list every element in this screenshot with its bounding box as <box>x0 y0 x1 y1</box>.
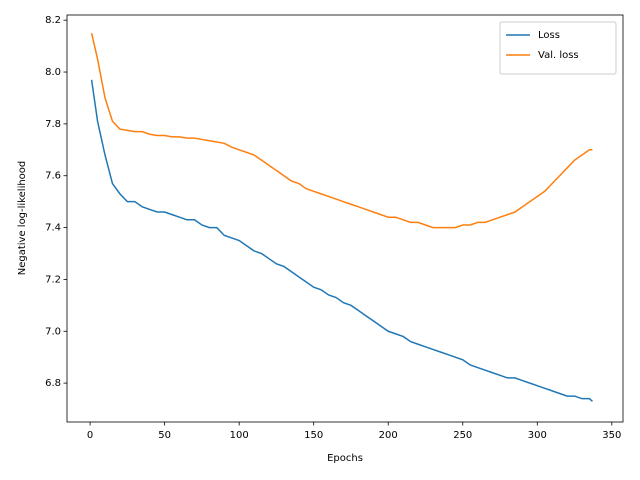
x-tick-label: 100 <box>230 430 249 441</box>
x-tick-label: 300 <box>528 430 547 441</box>
x-axis-label: Epochs <box>327 453 363 464</box>
y-tick-label: 8.0 <box>45 67 61 78</box>
x-tick-label: 250 <box>453 430 472 441</box>
legend-label: Val. loss <box>538 50 579 61</box>
x-tick-label: 350 <box>602 430 621 441</box>
axes-frame <box>66 14 624 423</box>
x-tick-label: 0 <box>87 430 93 441</box>
y-tick-label: 7.4 <box>45 223 61 234</box>
y-tick-label: 7.2 <box>45 274 61 285</box>
legend-label: Loss <box>538 30 560 41</box>
x-tick-label: 200 <box>379 430 398 441</box>
y-tick-label: 7.8 <box>45 119 61 130</box>
x-tick-label: 150 <box>304 430 323 441</box>
line-series <box>90 79 593 402</box>
y-axis-label: Negative log-likelihood <box>17 161 28 276</box>
y-tick-label: 7.0 <box>45 326 61 337</box>
y-tick-label: 8.2 <box>45 15 61 26</box>
x-tick-label: 50 <box>158 430 171 441</box>
y-tick-label: 6.8 <box>45 378 61 389</box>
y-tick-label: 7.6 <box>45 171 61 182</box>
line-series <box>90 32 593 229</box>
